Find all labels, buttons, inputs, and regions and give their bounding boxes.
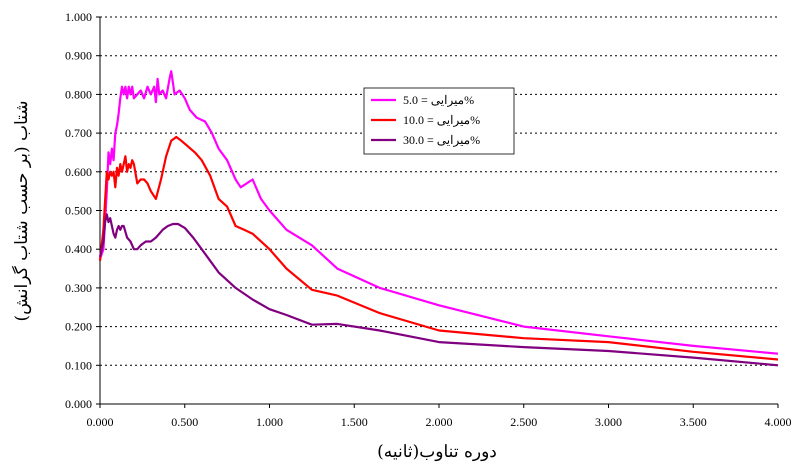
y-tick-labels: 0.000 0.100 0.200 0.300 0.400 0.500 0.600 0.700…	[65, 10, 92, 411]
gridlines	[100, 16, 778, 366]
y-axis-title: شتاب (بر حسب شتاب گرانش)	[11, 100, 32, 321]
x-tick-label: 1.000	[256, 415, 283, 429]
series-lines	[98, 70, 779, 367]
legend-label-2: میرایی = 10.0%	[403, 113, 480, 127]
x-tick-label: 2.000	[426, 415, 453, 429]
y-tick-label: 1.000	[65, 10, 92, 24]
y-tick-label: 0.400	[65, 242, 92, 256]
y-tick-label: 0.500	[65, 204, 92, 218]
x-axis-title: دوره تناوب(ثانیه)	[377, 442, 497, 462]
x-tick-label: 1.500	[341, 415, 368, 429]
legend-label-1: میرایی = 5.0%	[403, 93, 474, 107]
axes	[96, 16, 779, 408]
x-tick-label: 4.000	[765, 415, 792, 429]
y-tick-label: 0.200	[65, 320, 92, 334]
y-tick-label: 0.900	[65, 49, 92, 63]
series-line-3	[98, 213, 779, 367]
y-tick-label: 0.700	[65, 126, 92, 140]
series-line-1	[98, 70, 779, 355]
legend: میرایی = 5.0% میرایی = 10.0% میرایی = 30.0…	[363, 87, 515, 155]
x-tick-labels: 0.000 0.500 1.000 1.500 2.000 2.500 3.000 3.500…	[87, 415, 792, 429]
series-line-2	[98, 135, 779, 361]
x-tick-label: 3.000	[595, 415, 622, 429]
x-tick-label: 0.000	[87, 415, 114, 429]
legend-label-3: میرایی = 30.0%	[403, 133, 480, 147]
x-tick-label: 3.500	[680, 415, 707, 429]
y-tick-label: 0.800	[65, 87, 92, 101]
y-tick-label: 0.000	[65, 397, 92, 411]
y-tick-label: 0.600	[65, 165, 92, 179]
y-tick-label: 0.300	[65, 281, 92, 295]
y-tick-label: 0.100	[65, 358, 92, 372]
x-tick-label: 2.500	[510, 415, 537, 429]
x-tick-label: 0.500	[171, 415, 198, 429]
